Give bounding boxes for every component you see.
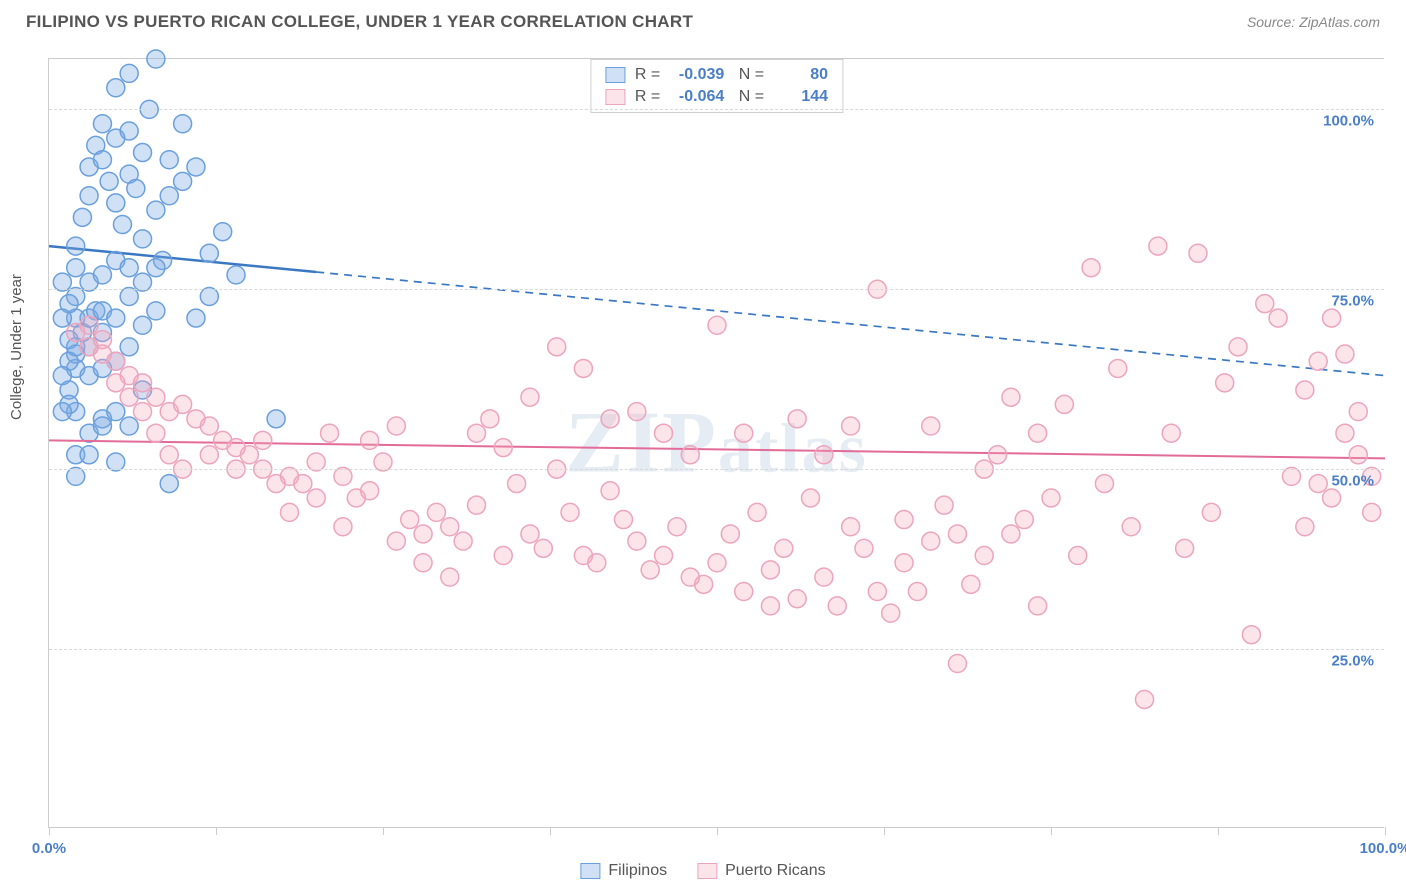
x-tick	[550, 827, 551, 835]
x-tick-label: 0.0%	[32, 840, 66, 857]
stats-row-filipinos: R = -0.039 N = 80	[605, 64, 828, 86]
stats-legend: R = -0.039 N = 80 R = -0.064 N = 144	[590, 59, 843, 113]
y-tick-label: 25.0%	[1331, 653, 1374, 670]
x-tick-label: 100.0%	[1360, 840, 1406, 857]
y-axis-label: College, Under 1 year	[8, 274, 25, 420]
x-tick	[216, 827, 217, 835]
x-tick	[1385, 827, 1386, 835]
x-tick	[717, 827, 718, 835]
x-tick	[1051, 827, 1052, 835]
r-value-filipinos: -0.039	[670, 66, 724, 84]
legend-item-puerto-ricans: Puerto Ricans	[697, 862, 826, 880]
bottom-legend: Filipinos Puerto Ricans	[580, 862, 825, 880]
gridline	[49, 649, 1384, 650]
y-tick-label: 75.0%	[1331, 293, 1374, 310]
legend-swatch-puerto-ricans	[697, 863, 717, 879]
legend-label-puerto-ricans: Puerto Ricans	[725, 862, 826, 880]
scatter-svg	[49, 59, 1384, 827]
x-tick	[49, 827, 50, 835]
legend-swatch-filipinos	[580, 863, 600, 879]
chart-plot-area: ZIPatlas R = -0.039 N = 80 R = -0.064 N …	[48, 58, 1384, 828]
gridline	[49, 289, 1384, 290]
legend-item-filipinos: Filipinos	[580, 862, 667, 880]
n-value-puerto-ricans: 144	[774, 88, 828, 106]
chart-source: Source: ZipAtlas.com	[1247, 14, 1380, 30]
x-tick	[383, 827, 384, 835]
stats-row-puerto-ricans: R = -0.064 N = 144	[605, 86, 828, 108]
chart-header: FILIPINO VS PUERTO RICAN COLLEGE, UNDER …	[0, 0, 1406, 40]
gridline	[49, 109, 1384, 110]
x-tick	[884, 827, 885, 835]
y-tick-label: 50.0%	[1331, 473, 1374, 490]
y-tick-label: 100.0%	[1323, 113, 1374, 130]
gridline	[49, 469, 1384, 470]
swatch-puerto-ricans	[605, 89, 625, 105]
n-value-filipinos: 80	[774, 66, 828, 84]
r-value-puerto-ricans: -0.064	[670, 88, 724, 106]
swatch-filipinos	[605, 67, 625, 83]
chart-title: FILIPINO VS PUERTO RICAN COLLEGE, UNDER …	[26, 12, 693, 32]
legend-label-filipinos: Filipinos	[608, 862, 667, 880]
x-tick	[1218, 827, 1219, 835]
